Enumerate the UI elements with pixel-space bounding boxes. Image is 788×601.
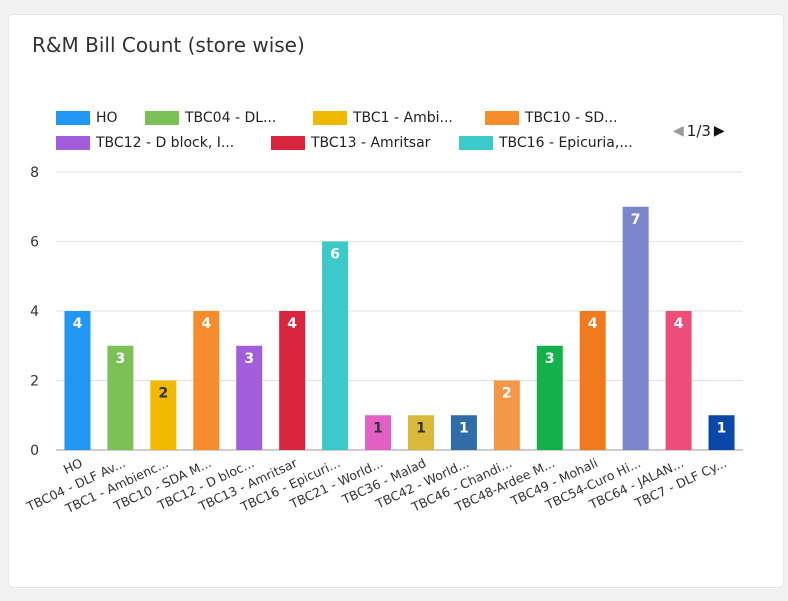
bar-data-label: 4 <box>287 316 297 332</box>
legend-swatch <box>313 111 347 125</box>
bar <box>236 345 263 450</box>
chart-card: R&M Bill Count (store wise) HO TBC04 - D… <box>8 14 784 588</box>
bar <box>365 415 392 450</box>
bar-data-label: 1 <box>416 420 426 436</box>
triangle-right-icon[interactable]: ▶ <box>713 123 725 139</box>
bar <box>450 415 477 450</box>
y-tick-label: 6 <box>30 235 39 251</box>
bar <box>407 415 434 450</box>
bar <box>622 206 649 450</box>
legend-pager: ◀ 1/3 ▶ <box>673 122 725 140</box>
legend-label: TBC12 - D block, I... <box>96 135 235 151</box>
bar-data-label: 4 <box>588 316 598 332</box>
bar <box>322 241 349 450</box>
legend-swatch <box>271 136 305 150</box>
legend-page-indicator: 1/3 <box>686 122 711 140</box>
x-tick-label: HO <box>61 455 85 477</box>
legend-label: TBC1 - Ambi... <box>353 110 453 126</box>
y-tick-label: 8 <box>30 165 39 181</box>
legend-item-tbc04[interactable]: TBC04 - DL... <box>145 109 276 127</box>
legend-swatch <box>485 111 519 125</box>
legend-label: TBC04 - DL... <box>185 110 277 126</box>
bar-data-label: 7 <box>631 212 641 228</box>
bar <box>193 311 220 450</box>
legend-swatch <box>459 136 493 150</box>
bar-data-label: 1 <box>373 420 383 436</box>
legend-label: TBC10 - SD... <box>525 110 618 126</box>
legend-label: HO <box>96 110 118 126</box>
bar-data-label: 6 <box>330 247 340 263</box>
legend-label: TBC13 - Amritsar <box>311 135 431 151</box>
bar <box>665 311 692 450</box>
bar <box>279 311 306 450</box>
legend-swatch <box>145 111 179 125</box>
legend-swatch <box>56 136 90 150</box>
legend-item-tbc13[interactable]: TBC13 - Amritsar <box>271 134 430 152</box>
bar <box>708 415 735 450</box>
bar-data-label: 2 <box>502 386 512 402</box>
legend-item-tbc12[interactable]: TBC12 - D block, I... <box>56 134 234 152</box>
bar <box>536 345 563 450</box>
legend-item-tbc1[interactable]: TBC1 - Ambi... <box>313 109 453 127</box>
legend: HO TBC04 - DL... TBC1 - Ambi... TBC10 - … <box>9 15 783 175</box>
legend-item-tbc10[interactable]: TBC10 - SD... <box>485 109 617 127</box>
bar <box>150 380 177 450</box>
legend-swatch <box>56 111 90 125</box>
bar-data-label: 2 <box>158 386 168 402</box>
bar-data-label: 4 <box>201 316 211 332</box>
bar <box>579 311 606 450</box>
legend-item-tbc16[interactable]: TBC16 - Epicuria,... <box>459 134 633 152</box>
y-tick-label: 4 <box>30 304 39 320</box>
bar <box>493 380 520 450</box>
bar-data-label: 4 <box>674 316 684 332</box>
bar <box>107 345 134 450</box>
legend-label: TBC16 - Epicuria,... <box>499 135 633 151</box>
bar-data-label: 4 <box>73 316 83 332</box>
legend-item-ho[interactable]: HO <box>56 109 118 127</box>
bar-data-label: 3 <box>545 351 555 367</box>
y-tick-label: 0 <box>30 443 39 459</box>
bar-data-label: 3 <box>116 351 126 367</box>
y-tick-label: 2 <box>30 374 39 390</box>
chart-title: R&M Bill Count (store wise) <box>32 33 305 57</box>
bar-data-label: 1 <box>459 420 469 436</box>
bar-data-label: 1 <box>717 420 727 436</box>
triangle-left-icon[interactable]: ◀ <box>673 123 684 139</box>
bar <box>64 311 91 450</box>
bar-data-label: 3 <box>244 351 254 367</box>
